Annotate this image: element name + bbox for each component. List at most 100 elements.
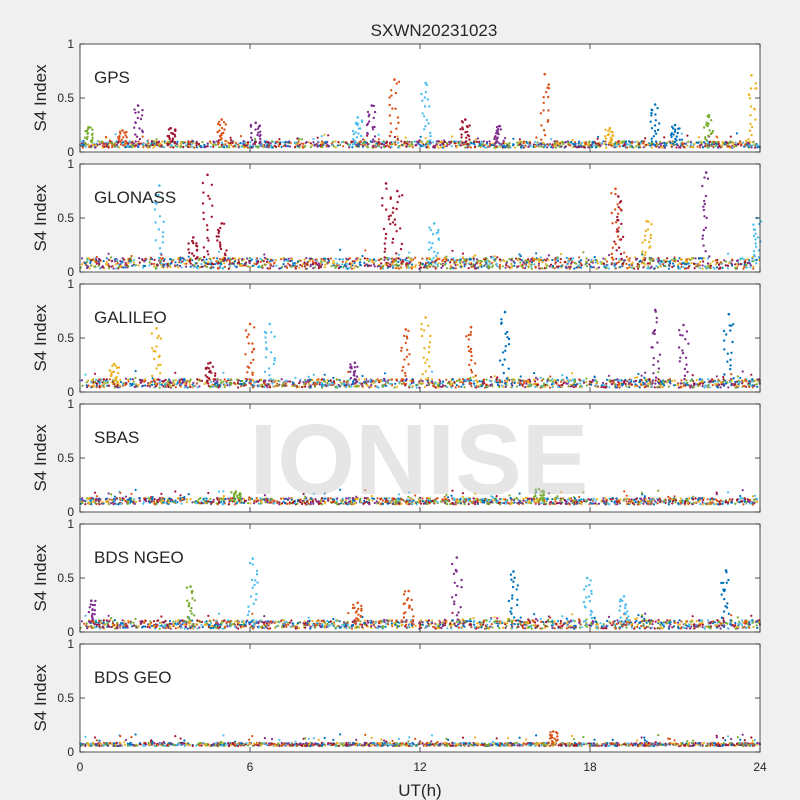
data-point xyxy=(170,381,173,384)
data-point xyxy=(111,364,114,368)
data-point xyxy=(350,140,353,143)
data-point xyxy=(671,265,674,269)
data-point xyxy=(505,264,508,267)
data-point xyxy=(551,143,554,146)
data-point xyxy=(747,138,750,141)
data-point xyxy=(277,379,280,382)
data-point xyxy=(490,144,493,147)
data-point xyxy=(357,145,360,148)
data-point xyxy=(474,267,477,270)
data-point xyxy=(470,359,473,362)
data-point xyxy=(294,141,297,144)
data-point xyxy=(369,379,372,382)
data-point xyxy=(258,266,261,269)
data-point xyxy=(197,258,200,262)
data-point xyxy=(228,146,231,149)
data-point xyxy=(697,136,701,139)
data-point xyxy=(174,379,177,382)
data-point xyxy=(159,252,162,255)
data-point xyxy=(372,263,375,266)
data-point xyxy=(753,107,756,111)
data-point xyxy=(263,370,267,373)
data-point xyxy=(174,261,177,264)
data-point xyxy=(356,385,359,388)
data-point xyxy=(607,267,611,270)
data-point xyxy=(751,260,755,263)
data-point xyxy=(703,265,707,268)
data-point xyxy=(157,140,160,143)
data-point xyxy=(197,142,201,146)
data-point xyxy=(719,386,722,389)
data-point xyxy=(562,143,565,146)
data-point xyxy=(470,142,473,145)
data-point xyxy=(347,143,350,146)
data-point xyxy=(719,267,722,270)
data-point xyxy=(628,259,631,262)
data-point xyxy=(659,384,662,387)
data-point xyxy=(264,140,267,143)
data-point xyxy=(212,256,215,260)
data-point xyxy=(750,134,753,137)
data-point xyxy=(614,221,618,224)
data-point xyxy=(559,261,562,264)
data-point xyxy=(715,385,719,388)
data-point xyxy=(228,257,231,260)
data-point xyxy=(684,383,688,386)
data-point xyxy=(616,235,620,238)
data-point xyxy=(338,258,341,261)
data-point xyxy=(124,266,127,269)
data-point xyxy=(395,252,398,255)
data-point xyxy=(699,146,702,149)
data-point xyxy=(659,140,662,143)
data-point xyxy=(220,137,223,140)
data-point xyxy=(428,241,431,244)
data-point xyxy=(296,137,299,140)
data-point xyxy=(83,136,87,139)
data-point xyxy=(674,128,677,131)
data-point xyxy=(143,260,146,263)
data-point xyxy=(86,386,89,389)
data-point xyxy=(540,124,543,127)
data-point xyxy=(246,146,249,149)
data-point xyxy=(739,376,742,379)
data-point xyxy=(529,141,532,144)
data-point xyxy=(724,264,727,267)
data-point xyxy=(224,139,227,143)
data-point xyxy=(718,379,721,383)
data-point xyxy=(161,231,165,234)
data-point xyxy=(130,146,133,149)
data-point xyxy=(466,130,469,133)
data-point xyxy=(191,252,194,255)
data-point xyxy=(188,251,191,254)
data-point xyxy=(749,122,752,126)
data-point xyxy=(351,146,354,149)
data-point xyxy=(650,140,653,143)
data-point xyxy=(222,380,225,383)
data-point xyxy=(647,262,650,265)
data-point xyxy=(132,380,135,383)
data-point xyxy=(542,377,545,381)
data-point xyxy=(476,140,479,143)
data-point xyxy=(428,263,431,266)
data-point xyxy=(540,138,543,141)
data-point xyxy=(320,378,323,381)
data-point xyxy=(605,146,608,149)
data-point xyxy=(266,144,269,147)
data-point xyxy=(559,257,562,261)
data-point xyxy=(359,134,363,138)
data-point xyxy=(390,94,393,97)
data-point xyxy=(353,382,357,385)
data-point xyxy=(545,90,548,94)
data-point xyxy=(383,256,386,259)
data-point xyxy=(677,265,680,268)
data-point xyxy=(420,145,423,148)
data-point xyxy=(374,385,377,388)
data-point xyxy=(418,264,421,267)
data-point xyxy=(664,260,667,263)
data-point xyxy=(480,385,483,388)
data-point xyxy=(404,384,407,387)
data-point xyxy=(400,242,404,246)
data-point xyxy=(111,259,114,263)
data-point xyxy=(461,252,465,255)
